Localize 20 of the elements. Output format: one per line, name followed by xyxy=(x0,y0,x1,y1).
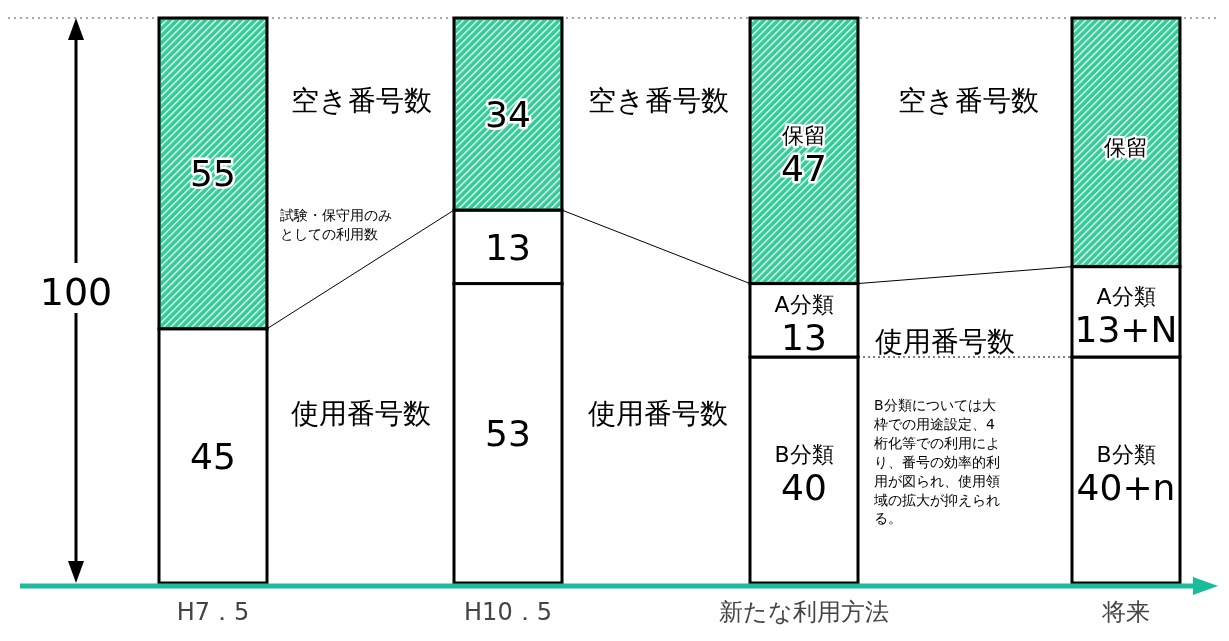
x-tick-label: H7．5 xyxy=(176,598,250,626)
data-label: A分類 13+N xyxy=(1074,283,1178,350)
annotation: 試験・保守用のみとしての利用数 xyxy=(280,207,392,242)
data-label: 53 xyxy=(485,413,531,455)
annotation: 空き番号数 xyxy=(587,84,729,117)
data-label: A分類 13 xyxy=(774,292,834,359)
data-label: B分類 40+n xyxy=(1076,442,1176,508)
annotation: 空き番号数 xyxy=(897,84,1039,117)
y-axis-title: 100 xyxy=(39,270,113,314)
data-label: 13 xyxy=(485,226,531,268)
annotation: 使用番号数 xyxy=(291,397,431,430)
x-tick-label: 将来 xyxy=(1101,598,1150,626)
annotation: B分類については大枠での用途設定、4桁化等での利用により、番号の効率的利用が図られ、使用領域の拡大が抑えられる。 xyxy=(873,397,1000,527)
data-label: B分類 40 xyxy=(774,442,834,508)
x-tick-label: H10．5 xyxy=(464,598,552,626)
data-label: 45 xyxy=(190,435,236,477)
annotation: 使用番号数 xyxy=(588,397,728,430)
annotation: 使用番号数 xyxy=(875,325,1015,358)
x-tick-label: 新たな利用方法 xyxy=(719,598,889,626)
annotation: 空き番号数 xyxy=(290,84,432,117)
